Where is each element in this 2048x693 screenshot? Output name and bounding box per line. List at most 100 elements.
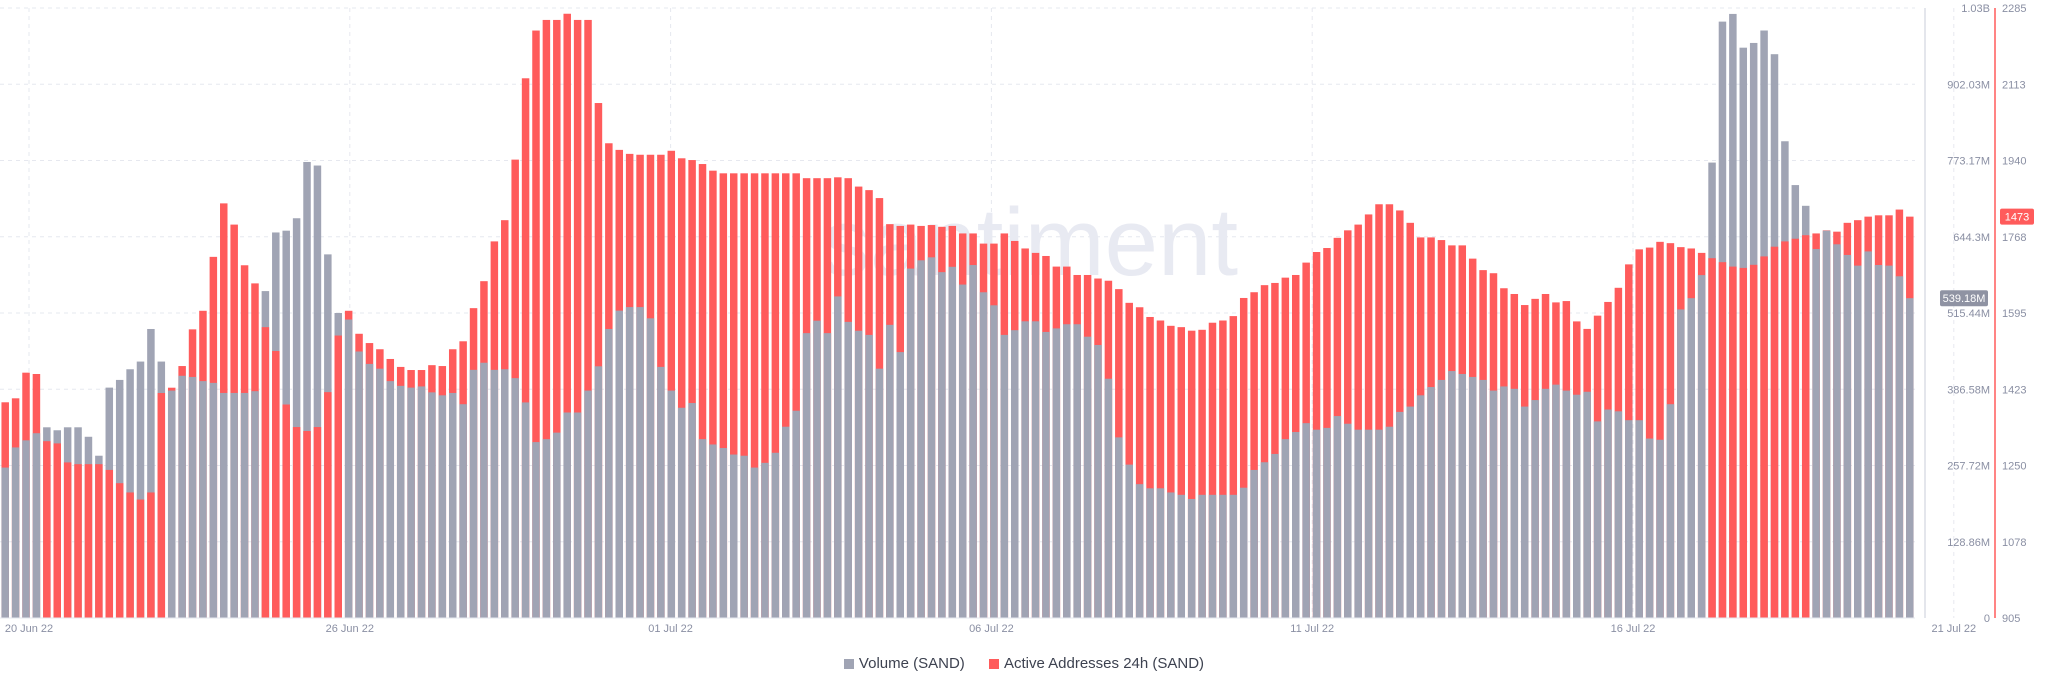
bar-active-addresses	[1645, 247, 1654, 618]
legend-item-active-addresses[interactable]: Active Addresses 24h (SAND)	[988, 655, 1204, 672]
bar-volume	[292, 218, 301, 618]
bar-volume	[1833, 244, 1841, 618]
bar-volume	[594, 366, 603, 618]
y-right-tick-label: 1423	[2002, 384, 2026, 396]
bar-volume	[1208, 494, 1217, 618]
bar-volume	[1416, 395, 1425, 618]
legend: Volume (SAND) Active Addresses 24h (SAND…	[0, 655, 2048, 672]
bar-active-addresses	[74, 464, 82, 618]
bar-volume	[1604, 409, 1612, 618]
bar-volume	[1146, 488, 1154, 618]
bar-volume	[844, 321, 852, 618]
bar-volume	[1156, 488, 1165, 618]
bar-active-addresses	[1656, 241, 1664, 619]
bar-volume	[823, 333, 832, 618]
bar-volume	[1448, 371, 1456, 618]
y-axis-right-ticks: 905 1078 1250 1423 1595 1768 1940 2113 2285	[2002, 3, 2026, 625]
bar-active-addresses	[792, 173, 800, 618]
bar-volume	[771, 452, 780, 618]
bar-volume	[1260, 462, 1269, 618]
bar-volume	[553, 432, 561, 618]
bar-volume	[396, 385, 405, 618]
bar-active-addresses	[292, 427, 301, 618]
bar-volume	[313, 165, 322, 618]
bar-active-addresses	[324, 392, 332, 618]
bar-volume	[1677, 309, 1685, 618]
bar-volume	[1135, 484, 1144, 618]
bar-volume	[1333, 416, 1342, 618]
bar-active-addresses	[1781, 241, 1789, 619]
bar-volume	[147, 328, 155, 618]
bar-volume	[532, 442, 540, 618]
bars	[1, 13, 1914, 619]
bar-volume	[407, 387, 415, 618]
bar-volume	[490, 369, 499, 618]
bar-volume	[667, 390, 676, 618]
bar-volume	[1406, 406, 1414, 618]
bar-volume	[1697, 275, 1706, 618]
bar-active-addresses	[157, 393, 166, 618]
bar-active-addresses	[1760, 256, 1768, 618]
bar-volume	[230, 392, 238, 618]
x-tick-label: 11 Jul 22	[1290, 623, 1334, 635]
bar-active-addresses	[677, 158, 686, 618]
bar-volume	[1489, 390, 1498, 618]
current-value-labels: 539.18M 1473	[1940, 208, 2034, 307]
bar-active-addresses	[1770, 246, 1779, 618]
bar-volume	[303, 161, 311, 618]
bar-active-addresses	[95, 464, 103, 618]
bar-volume	[750, 467, 759, 618]
bar-volume	[1510, 388, 1519, 618]
legend-item-volume[interactable]: Volume (SAND)	[843, 655, 965, 672]
bar-active-addresses	[1375, 204, 1383, 618]
bar-volume	[792, 410, 800, 618]
current-active-badge	[2000, 208, 2034, 225]
bar-volume	[1000, 334, 1009, 618]
bar-volume	[740, 455, 748, 618]
bar-active-addresses	[667, 150, 676, 618]
bar-active-addresses	[1729, 266, 1737, 618]
bar-volume	[1645, 438, 1654, 618]
bar-volume	[1354, 429, 1362, 618]
bar-active-addresses	[1239, 297, 1248, 618]
bar-active-addresses	[1198, 329, 1206, 618]
bar-volume	[1812, 249, 1820, 619]
bar-volume	[1063, 324, 1071, 618]
bar-active-addresses	[729, 173, 738, 618]
current-volume-label: 539.18M	[1943, 293, 1986, 305]
bar-volume	[209, 382, 218, 618]
bar-active-addresses	[573, 19, 582, 619]
bar-active-addresses	[1801, 235, 1810, 619]
y-right-tick-label: 1250	[2002, 461, 2026, 473]
bar-active-addresses	[282, 404, 290, 618]
bar-volume	[1479, 379, 1487, 618]
bar-volume	[1239, 487, 1248, 618]
bar-volume	[1312, 429, 1321, 618]
bar-active-addresses	[1229, 316, 1238, 618]
bar-active-addresses	[1250, 292, 1258, 618]
bar-volume	[240, 392, 249, 618]
bar-volume	[719, 448, 728, 618]
bar-volume	[1531, 400, 1539, 618]
bar-volume	[1437, 379, 1446, 618]
y-left-tick-label: 515.44M	[1947, 308, 1990, 320]
bar-volume	[729, 454, 738, 618]
bar-volume	[1104, 378, 1113, 618]
y-left-tick-label: 644.3M	[1953, 232, 1990, 244]
bar-active-addresses	[1167, 325, 1175, 618]
bar-volume	[906, 268, 915, 618]
bar-volume	[136, 361, 145, 618]
legend-label-volume: Volume (SAND)	[858, 655, 965, 672]
y-right-tick-label: 2113	[2002, 79, 2026, 91]
bar-volume	[1125, 464, 1133, 618]
bar-volume	[1010, 330, 1019, 618]
bar-volume	[1302, 423, 1310, 618]
bar-volume	[1458, 374, 1467, 618]
bar-volume	[1552, 384, 1560, 618]
bar-volume	[1271, 453, 1279, 618]
bar-volume	[688, 403, 696, 618]
bar-volume	[1281, 439, 1290, 618]
y-left-tick-label: 386.58M	[1947, 384, 1990, 396]
bar-volume	[605, 328, 613, 618]
bar-active-addresses	[1354, 224, 1362, 618]
